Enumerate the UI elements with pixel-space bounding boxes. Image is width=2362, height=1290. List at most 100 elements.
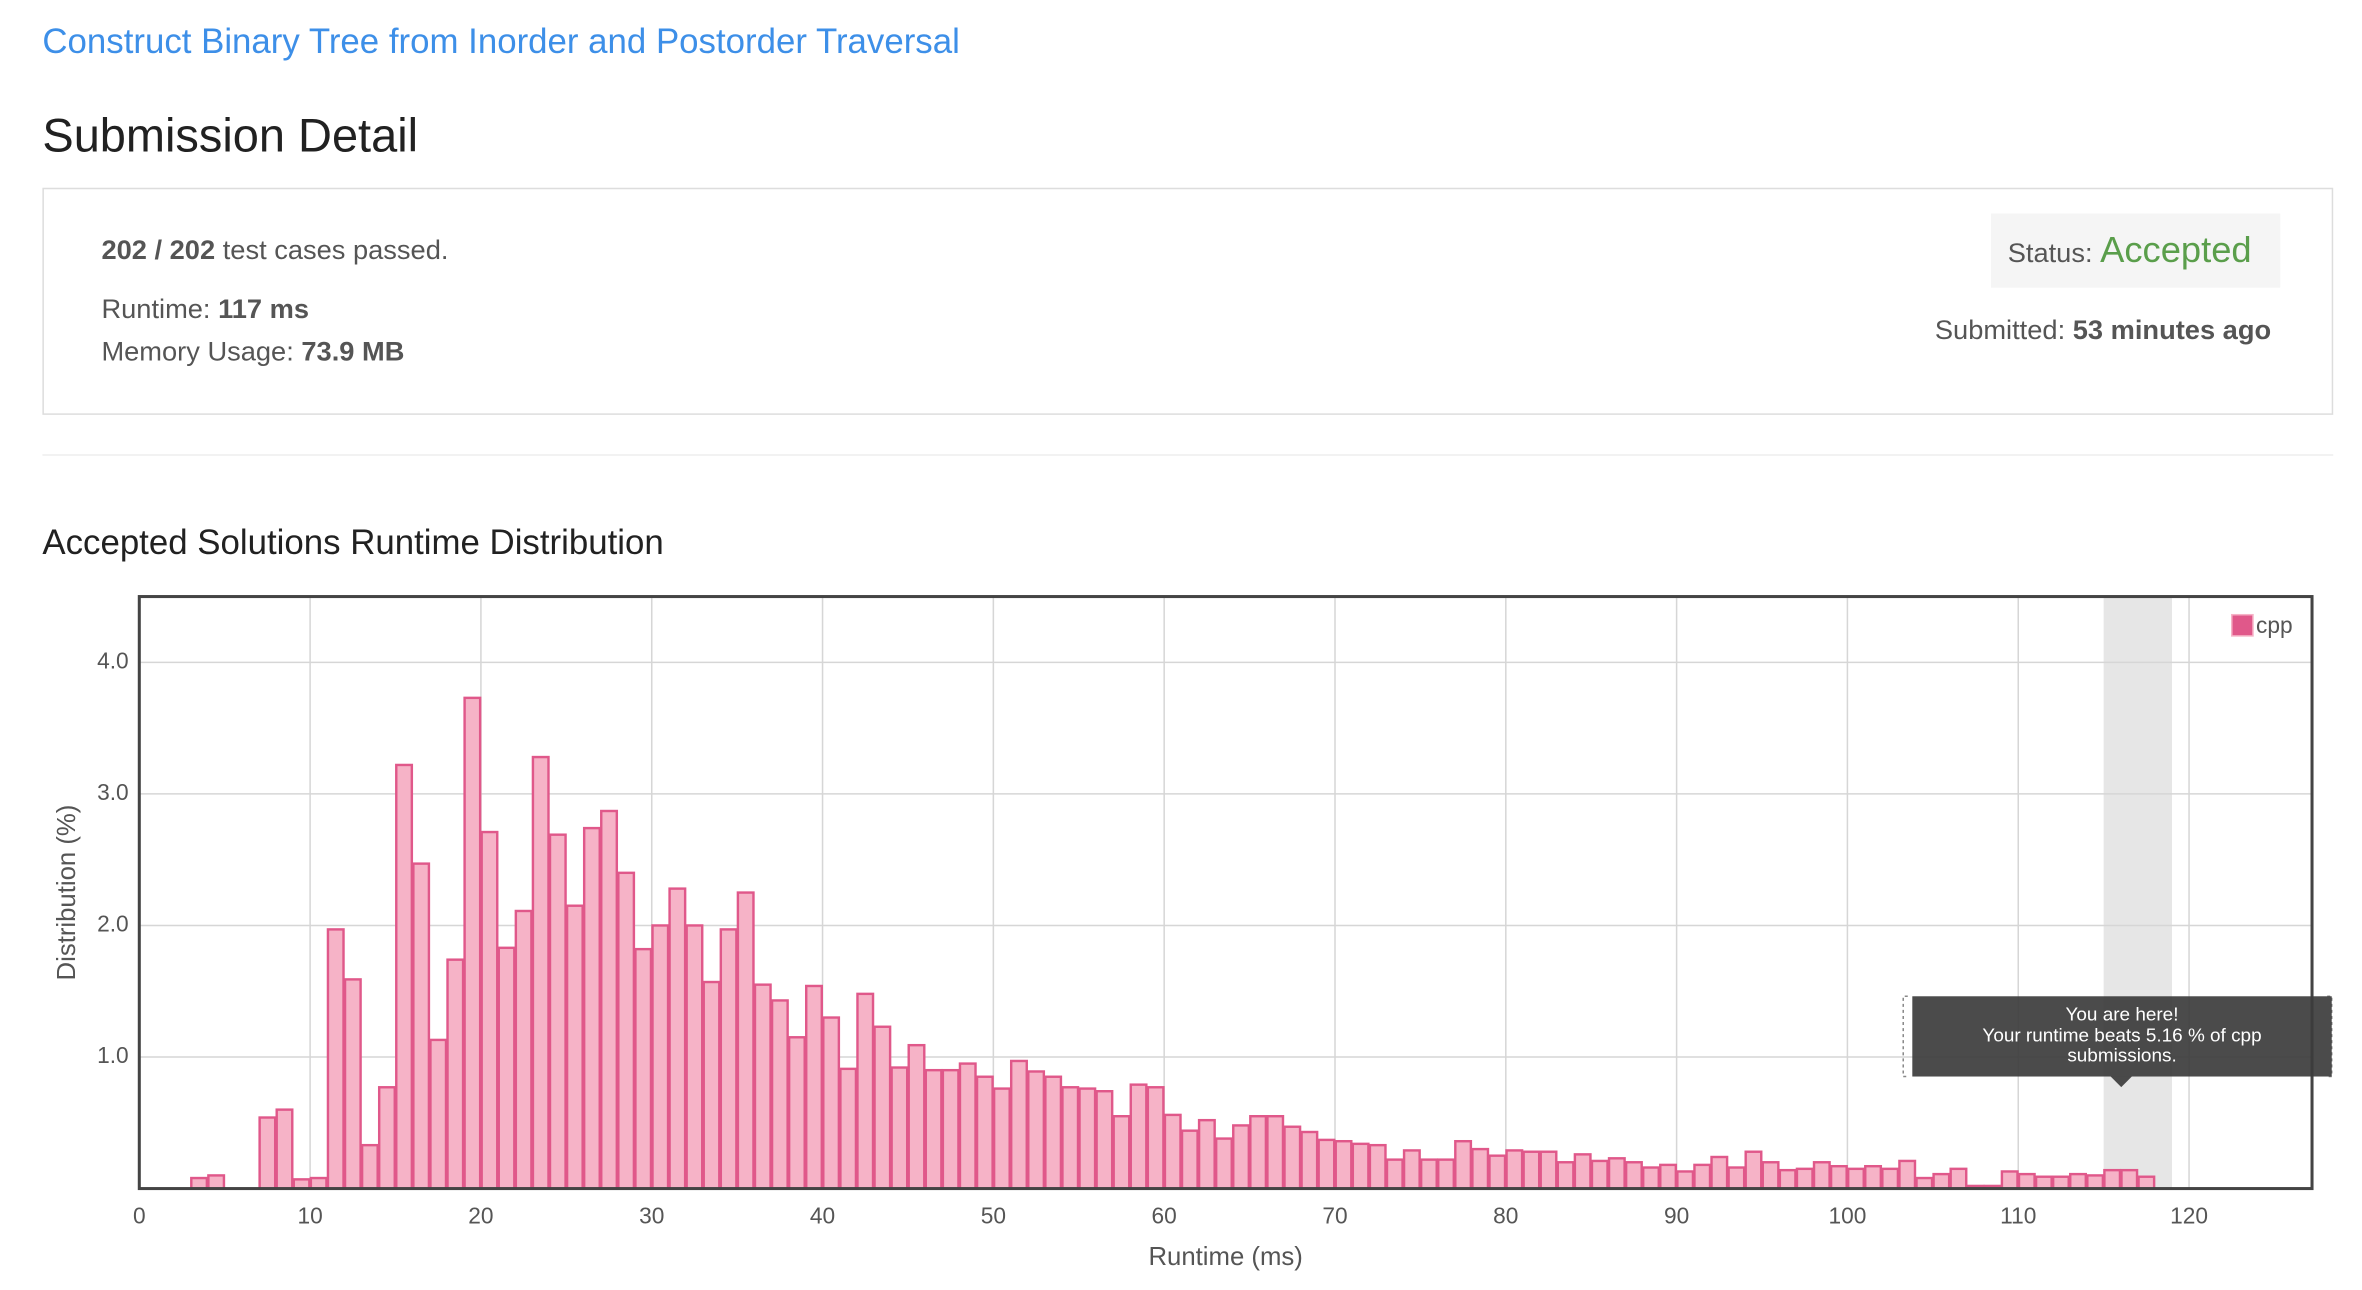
bar	[856, 992, 875, 1190]
bar	[1454, 1139, 1473, 1190]
bar	[514, 909, 533, 1190]
bar	[753, 983, 772, 1190]
x-tick-label: 20	[468, 1202, 493, 1228]
bar	[1249, 1115, 1268, 1190]
bar	[1317, 1138, 1336, 1190]
bar	[1915, 1176, 1934, 1190]
bar	[787, 1036, 806, 1190]
bar	[1078, 1087, 1097, 1190]
memory-label: Memory Usage:	[101, 336, 294, 367]
submitted-value: 53 minutes ago	[2072, 314, 2272, 346]
x-tick-label: 60	[1152, 1202, 1177, 1228]
bar	[958, 1062, 977, 1190]
bar	[2103, 1168, 2122, 1190]
tooltip-title: You are here!	[2065, 1003, 2179, 1026]
test-cases: 202 / 202 test cases passed.	[101, 235, 448, 267]
bar	[1419, 1158, 1438, 1190]
x-tick-label: 50	[981, 1202, 1006, 1228]
x-tick-label: 30	[639, 1202, 664, 1228]
bar	[651, 924, 670, 1190]
bar	[1095, 1090, 1114, 1190]
bar	[924, 1068, 943, 1190]
bar	[634, 947, 653, 1190]
bar	[565, 904, 584, 1190]
bar	[1180, 1129, 1199, 1190]
submitted-label: Submitted:	[1934, 314, 2066, 346]
x-tick-label: 80	[1493, 1202, 1518, 1228]
bar	[2051, 1175, 2070, 1190]
bar	[685, 924, 704, 1190]
runtime: Runtime: 117 ms	[101, 294, 309, 326]
bar	[1027, 1070, 1046, 1190]
bar	[1368, 1143, 1387, 1190]
bar	[1044, 1075, 1063, 1190]
bar	[873, 1025, 892, 1190]
bar	[2120, 1168, 2139, 1190]
bar	[1761, 1161, 1780, 1190]
heading: Submission Detail	[42, 109, 419, 163]
bar	[770, 999, 789, 1190]
x-tick-label: 90	[1664, 1202, 1689, 1228]
x-tick-label: 40	[810, 1202, 835, 1228]
y-tick-label: 4.0	[97, 647, 129, 673]
bar	[531, 755, 550, 1190]
bar	[1556, 1161, 1575, 1190]
bar	[1829, 1164, 1848, 1190]
bar	[1214, 1137, 1233, 1190]
bar	[1795, 1167, 1814, 1190]
y-tick-label: 1.0	[97, 1042, 129, 1068]
bar	[1385, 1158, 1404, 1190]
bar	[1846, 1167, 1865, 1190]
bar	[207, 1174, 226, 1190]
bar	[1163, 1113, 1182, 1190]
bar	[1727, 1166, 1746, 1190]
bar	[702, 980, 721, 1190]
bar	[1505, 1149, 1524, 1190]
bar	[2137, 1175, 2156, 1190]
bar	[1351, 1142, 1370, 1190]
bar	[2069, 1172, 2088, 1190]
bar	[1283, 1125, 1302, 1190]
status-label: Status:	[2007, 237, 2093, 268]
bar	[822, 1016, 841, 1190]
tooltip-arrow	[2110, 1076, 2132, 1088]
bar	[1590, 1159, 1609, 1190]
bar	[1710, 1155, 1729, 1190]
bar	[1573, 1153, 1592, 1190]
memory-value: 73.9 MB	[301, 336, 405, 367]
bar	[1197, 1118, 1216, 1190]
bar	[1522, 1150, 1541, 1190]
bar	[1676, 1170, 1695, 1190]
bar	[1949, 1167, 1968, 1190]
x-tick-label: 120	[2170, 1202, 2208, 1228]
bar	[1641, 1166, 1660, 1190]
bar	[600, 809, 619, 1190]
summary-box	[42, 187, 2334, 415]
y-tick-label: 3.0	[97, 779, 129, 805]
bar	[258, 1116, 277, 1190]
status-value: Accepted	[2100, 230, 2252, 272]
bar	[2000, 1170, 2019, 1190]
bar	[617, 871, 636, 1190]
bar	[992, 1087, 1011, 1190]
runtime-value: 117 ms	[218, 293, 310, 325]
bar	[907, 1043, 926, 1190]
bar	[1864, 1164, 1883, 1190]
bar	[480, 830, 499, 1190]
bar	[1778, 1168, 1797, 1190]
x-tick-label: 100	[1828, 1202, 1866, 1228]
bar	[1812, 1161, 1831, 1190]
y-tick-label: 2.0	[97, 910, 129, 936]
status-box	[1991, 213, 2281, 288]
bar	[360, 1143, 379, 1190]
bar	[890, 1066, 909, 1190]
problem-link[interactable]: Construct Binary Tree from Inorder and P…	[42, 21, 960, 61]
tooltip: You are here! Your runtime beats 5.16 % o…	[1912, 996, 2332, 1077]
x-axis-label: Runtime (ms)	[1148, 1243, 1302, 1271]
bar	[446, 958, 465, 1190]
bar	[1009, 1059, 1028, 1190]
bar	[1744, 1150, 1763, 1190]
